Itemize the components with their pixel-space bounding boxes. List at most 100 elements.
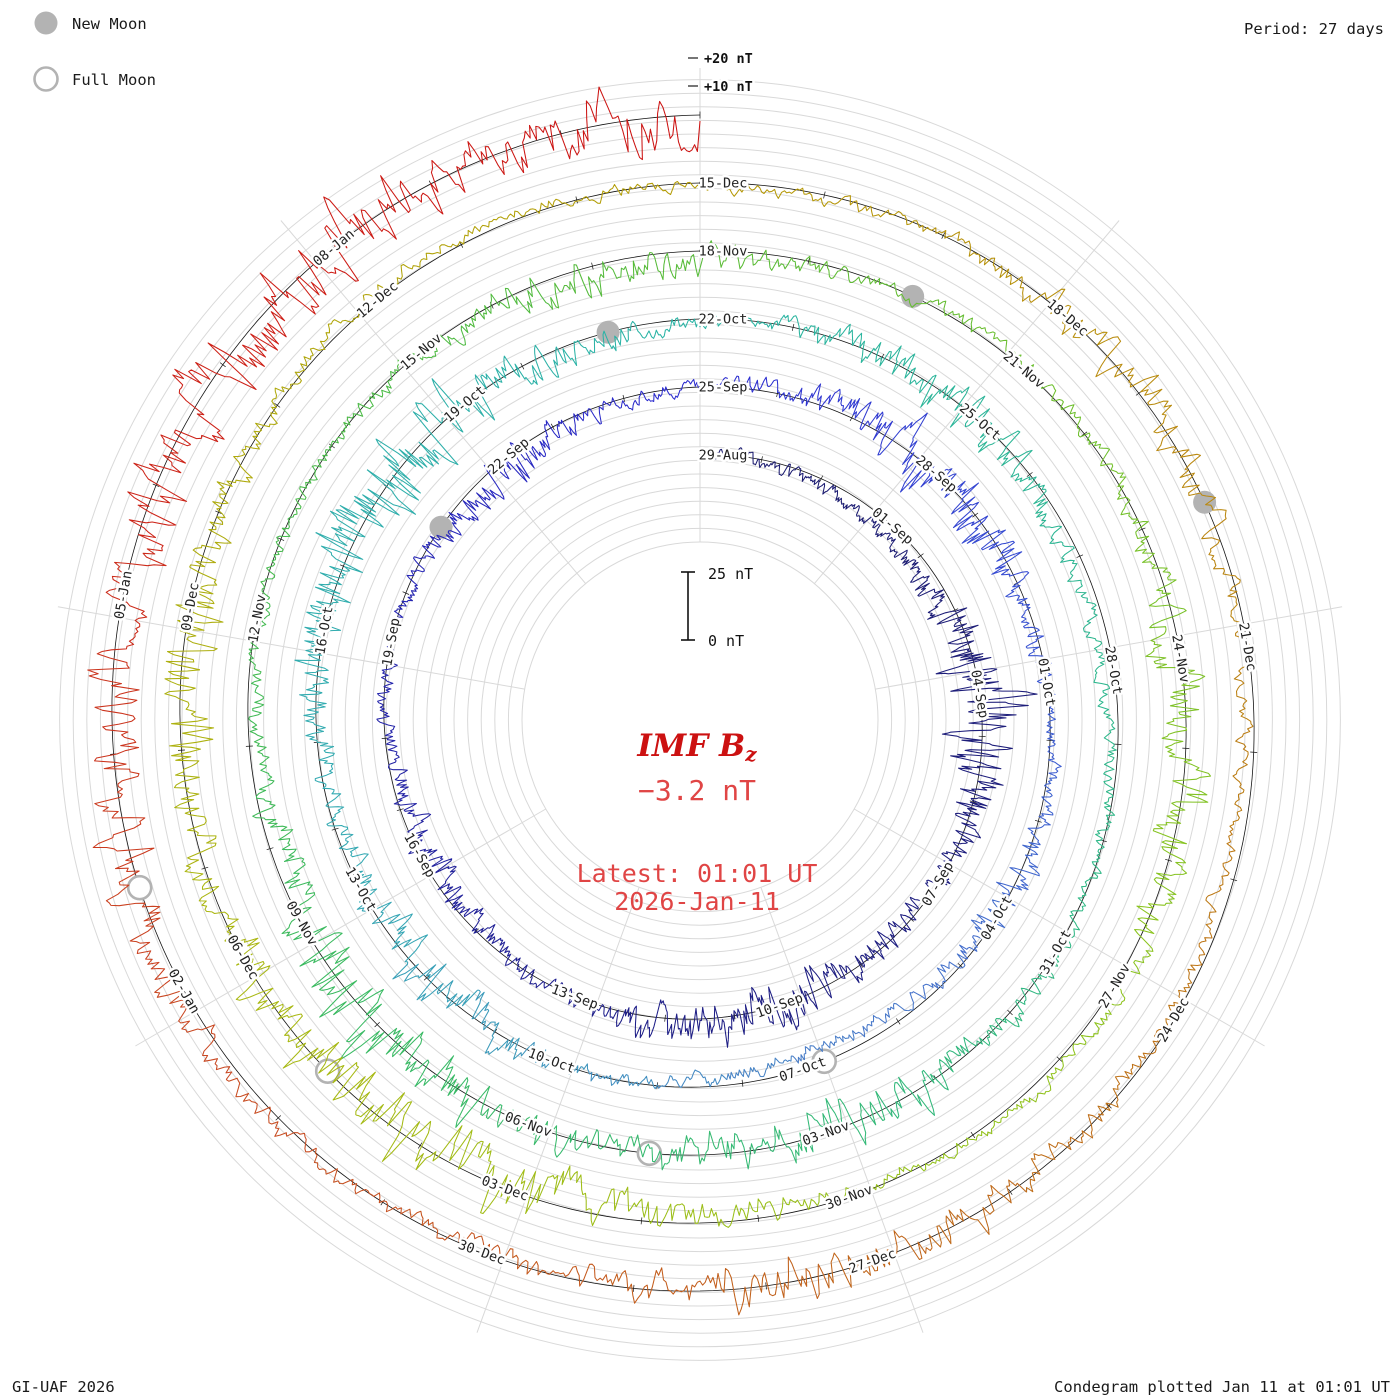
bz-trace-segment — [1161, 718, 1212, 811]
bz-trace-segment — [718, 244, 811, 272]
bz-trace-segment — [836, 388, 894, 448]
bz-trace-segment — [406, 534, 454, 587]
date-label: 25-Sep — [699, 380, 748, 396]
new-moon-icon — [34, 11, 58, 35]
bz-trace-segment — [555, 1129, 644, 1158]
day-tick — [251, 975, 258, 980]
grid-spoke — [57, 606, 525, 690]
bz-trace-segment — [282, 1029, 376, 1116]
date-label: 18-Nov — [699, 244, 748, 260]
bz-trace-segment — [504, 957, 563, 989]
bz-trace-segment — [434, 210, 529, 254]
bz-trace-segment — [355, 1092, 463, 1171]
bz-trace-segment — [313, 1147, 406, 1215]
full-moon-icon — [33, 66, 59, 92]
day-tick — [791, 323, 795, 331]
bz-trace-segment — [977, 430, 1046, 492]
bz-trace-segment — [667, 1005, 729, 1048]
bz-trace-segment — [928, 1179, 1027, 1248]
seam-scale: +20 nT +10 nT — [688, 49, 755, 98]
quantity-title-main: IMF B — [636, 728, 745, 764]
bz-trace-segment — [920, 374, 993, 446]
bz-trace-segment — [471, 907, 512, 963]
day-tick — [1034, 819, 1042, 823]
day-tick — [383, 663, 391, 666]
day-tick — [380, 1199, 385, 1206]
bz-trace-segment — [394, 323, 470, 375]
bz-trace-segment — [1047, 384, 1111, 459]
bz-trace-segment — [1134, 541, 1187, 630]
date-label: 29-Aug — [699, 448, 748, 464]
bz-trace-segment — [306, 532, 364, 617]
date-label: 22-Oct — [699, 312, 748, 328]
bz-trace-segment — [927, 607, 979, 659]
day-tick — [192, 1009, 199, 1014]
day-tick — [1056, 1056, 1063, 1062]
latest-time: Latest: 01:01 UT — [577, 859, 818, 888]
grid-spoke — [760, 887, 924, 1333]
bz-trace-segment — [717, 1256, 830, 1316]
bz-trace-segment — [405, 1055, 491, 1128]
legend: New Moon Full Moon — [33, 11, 156, 92]
day-tick — [1138, 527, 1146, 531]
bz-trace-segment — [252, 765, 294, 846]
bz-trace-segment — [903, 1128, 993, 1173]
bz-trace-segment — [385, 585, 419, 641]
scale-label-0nt: 0 nT — [708, 632, 744, 650]
current-value: −3.2 nT — [638, 774, 756, 807]
date-label: 05-Jan — [111, 570, 135, 621]
day-tick — [266, 847, 274, 851]
date-label: 27-Dec — [847, 1246, 898, 1278]
bz-trace-segment — [876, 532, 919, 570]
bz-trace-segment — [127, 434, 191, 551]
bz-trace-segment — [1046, 708, 1062, 779]
bz-trace-segment — [293, 926, 358, 1018]
bz-trace-segment — [725, 1125, 809, 1170]
bz-trace-segment — [281, 317, 357, 390]
day-tick — [1173, 634, 1181, 637]
full-moon-marker — [126, 874, 153, 901]
bz-trace-segment — [588, 1071, 658, 1090]
day-tick — [316, 652, 324, 654]
bz-trace-segment — [976, 326, 1048, 390]
bz-trace-segment — [1145, 628, 1206, 720]
bz-trace-segment — [582, 390, 642, 425]
bz-trace-segment — [172, 342, 265, 446]
quantity-title: IMF Bz — [636, 728, 757, 766]
bz-trace-segment — [941, 704, 1029, 761]
bz-trace-segment — [1205, 828, 1236, 932]
bz-trace-segment — [516, 1041, 590, 1075]
bz-trace-segment — [894, 287, 977, 333]
day-tick — [916, 456, 922, 463]
bz-trace-segment — [935, 653, 1038, 707]
day-tick — [274, 403, 281, 408]
bz-trace-segment — [1156, 425, 1227, 517]
bz-trace-segment — [996, 841, 1041, 907]
bz-trace-segment — [610, 1267, 719, 1304]
date-label: 15-Dec — [699, 176, 748, 192]
day-tick — [757, 1214, 760, 1222]
day-tick — [1026, 472, 1033, 477]
bz-trace-segment — [248, 681, 270, 767]
bz-trace-segment — [632, 240, 720, 281]
day-tick — [374, 1021, 380, 1028]
bz-trace-segment — [471, 989, 520, 1060]
day-tick — [331, 827, 339, 831]
bz-trace-segment — [333, 987, 424, 1065]
bz-trace-segment — [336, 370, 396, 440]
bz-trace-segment — [874, 902, 917, 953]
bz-trace-segment — [173, 765, 217, 868]
day-tick — [1047, 299, 1053, 306]
bz-trace-segment — [445, 487, 492, 539]
day-tick — [632, 1284, 635, 1292]
day-tick — [858, 961, 864, 968]
grid-spoke — [853, 808, 1265, 1047]
day-tick — [849, 414, 854, 422]
date-label: 12-Nov — [245, 593, 269, 644]
bz-trace-segment — [929, 227, 1023, 286]
latest-date: 2026-Jan-11 — [614, 887, 780, 916]
day-tick — [917, 553, 924, 559]
date-labels: 29-Aug01-Sep04-Sep07-Sep10-Sep13-Sep16-S… — [109, 173, 1262, 1280]
bz-trace-segment — [405, 1208, 505, 1260]
day-tick — [402, 591, 410, 595]
